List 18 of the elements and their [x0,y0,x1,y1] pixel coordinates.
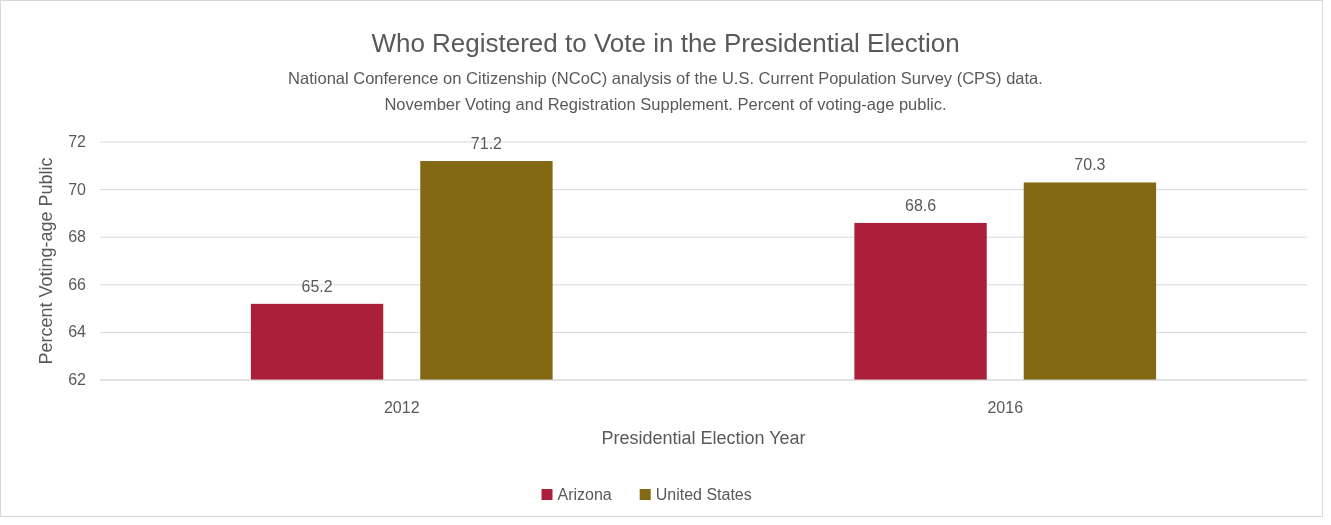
data-label: 65.2 [301,277,333,295]
legend-label: United States [655,486,752,503]
x-tick-label: 2016 [987,399,1024,416]
legend-label: Arizona [557,486,612,503]
y-tick-label: 64 [68,323,87,341]
y-tick-label: 72 [68,133,87,150]
y-axis-title: Percent Voting-age Public [36,157,56,365]
y-tick-label: 68 [68,228,87,246]
y-tick-label: 66 [68,275,87,293]
x-axis-title: Presidential Election Year [601,428,806,448]
x-tick-label: 2012 [383,399,420,416]
y-tick-label: 70 [68,180,87,198]
data-label: 68.6 [904,196,937,214]
data-label: 70.3 [1074,156,1106,174]
data-label: 71.2 [470,135,503,153]
y-tick-label: 62 [68,371,87,388]
chart-title: Who Registered to Vote in the Presidential Election [371,28,960,58]
chart-subtitle: National Conference on Citizenship (NCoC) analysis of the U.S. Current Population Survey (CPS) data. November Voting and Registration Supplement. Percent of voting-age public. [288,69,1043,113]
